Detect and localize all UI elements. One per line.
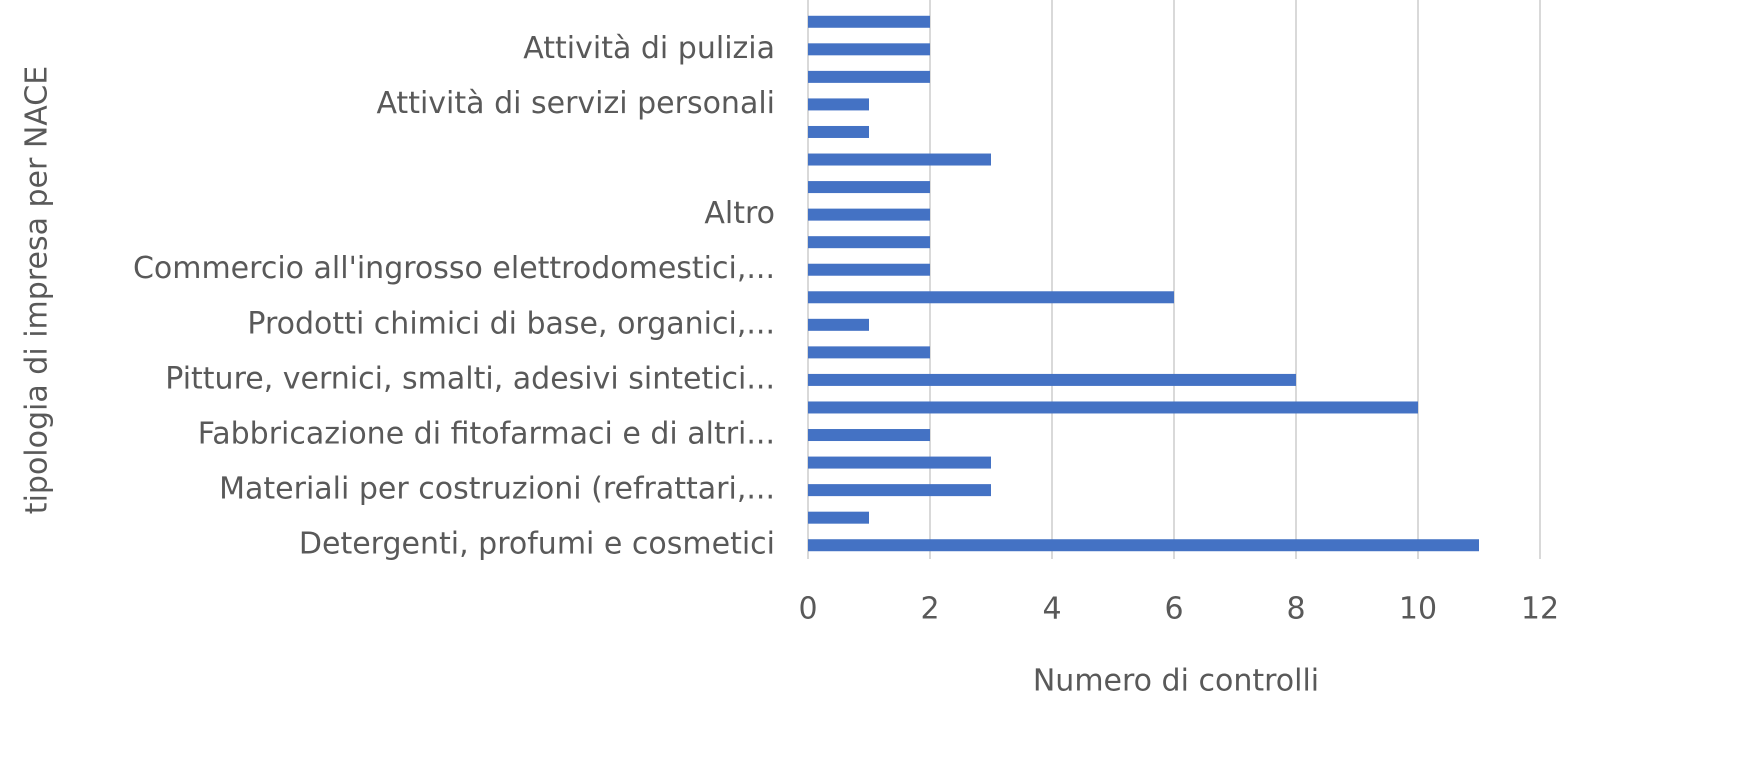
x-tick-label: 8 [1286,592,1305,627]
bar [808,15,930,28]
y-tick-label: Prodotti chimici di base, organici,... [247,306,775,341]
x-tick-label: 0 [798,592,817,627]
y-tick-label: Altro [704,196,775,231]
y-tick-label: Materiali per costruzioni (refrattari,..… [219,472,775,507]
bar [808,539,1479,552]
x-tick-label: 6 [1164,592,1183,627]
bar [808,511,869,524]
y-tick-label: Attività di servizi personali [376,86,775,121]
bar [808,43,930,56]
bar [808,291,1174,304]
bar [808,373,1296,386]
x-tick-label: 2 [920,592,939,627]
bar [808,153,991,166]
bar [808,98,869,111]
bar [808,70,930,83]
y-tick-label: Detergenti, profumi e cosmetici [299,527,775,562]
y-axis-label: tipologia di impresa per NACE [20,66,55,514]
x-axis-label: Numero di controlli [1033,664,1319,699]
bar [808,456,991,469]
bar [808,181,930,194]
y-tick-label: Pitture, vernici, smalti, adesivi sintet… [165,361,775,396]
bar [808,125,869,138]
y-tick-label: Commercio all'ingrosso elettrodomestici,… [133,251,775,286]
bar [808,318,869,331]
bar [808,401,1418,414]
bar [808,236,930,249]
x-tick-label: 10 [1399,592,1437,627]
x-tick-label: 12 [1521,592,1559,627]
bar [808,208,930,221]
y-tick-label: Attività di pulizia [523,31,775,66]
bar [808,263,930,276]
bar [808,346,930,359]
x-tick-label: 4 [1042,592,1061,627]
bar [808,429,930,442]
y-tick-label: Fabbricazione di fitofarmaci e di altri.… [198,417,775,452]
bar [808,484,991,497]
